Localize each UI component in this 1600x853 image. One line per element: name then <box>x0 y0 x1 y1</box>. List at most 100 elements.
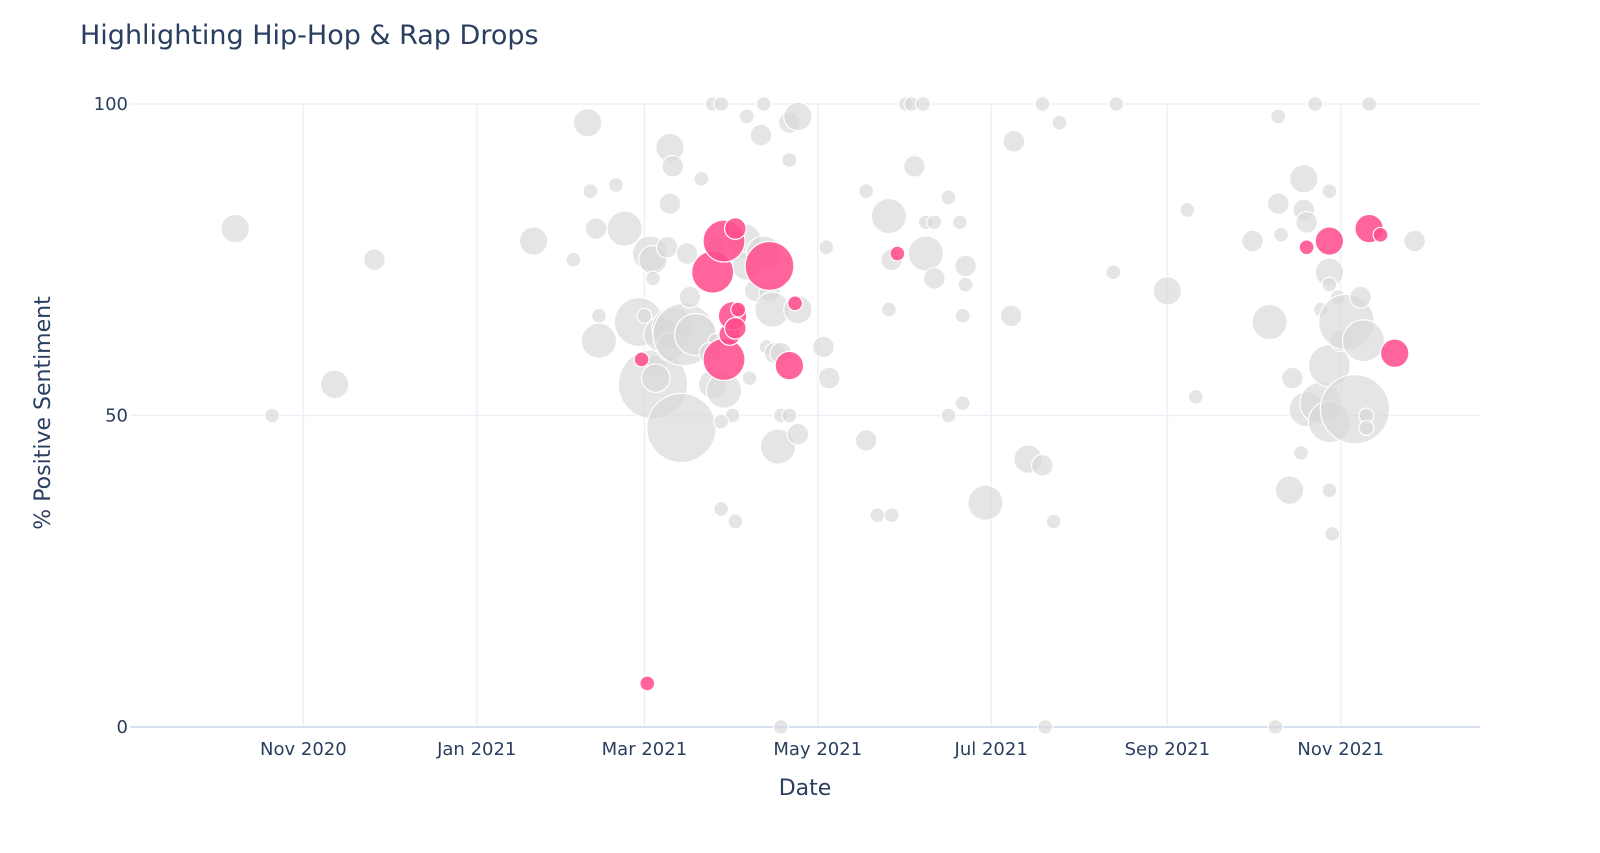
data-point[interactable] <box>951 214 968 231</box>
data-point[interactable] <box>922 267 946 290</box>
data-point[interactable] <box>999 304 1023 328</box>
data-point[interactable] <box>1321 276 1338 293</box>
data-point[interactable] <box>738 108 755 125</box>
data-point[interactable] <box>1307 95 1324 112</box>
highlight-point[interactable] <box>723 217 747 241</box>
data-point[interactable] <box>1288 163 1319 194</box>
data-point[interactable] <box>1267 718 1284 735</box>
data-point[interactable] <box>1108 95 1125 112</box>
data-point[interactable] <box>749 123 773 147</box>
data-point[interactable] <box>319 369 350 400</box>
data-point[interactable] <box>1361 95 1378 112</box>
data-point[interactable] <box>713 413 730 430</box>
highlight-point[interactable] <box>787 295 804 312</box>
data-point[interactable] <box>869 507 886 524</box>
data-point[interactable] <box>783 101 813 132</box>
highlight-point[interactable] <box>1314 226 1345 256</box>
data-point[interactable] <box>590 307 607 324</box>
highlight-point[interactable] <box>723 316 747 340</box>
data-point[interactable] <box>954 395 971 412</box>
data-point[interactable] <box>1002 129 1026 153</box>
data-point[interactable] <box>655 235 679 259</box>
data-point[interactable] <box>854 429 878 452</box>
data-point[interactable] <box>954 307 971 324</box>
highlight-point[interactable] <box>889 245 906 262</box>
data-point[interactable] <box>954 254 977 278</box>
data-point[interactable] <box>518 226 549 256</box>
data-point[interactable] <box>658 192 682 216</box>
data-point[interactable] <box>772 718 789 735</box>
data-point[interactable] <box>903 154 926 178</box>
data-point[interactable] <box>1349 285 1373 309</box>
data-point[interactable] <box>1037 718 1054 735</box>
data-point[interactable] <box>1152 276 1183 306</box>
data-point[interactable] <box>636 307 653 324</box>
data-point[interactable] <box>607 176 624 193</box>
data-point[interactable] <box>1030 453 1054 477</box>
data-point[interactable] <box>1321 482 1338 499</box>
data-point[interactable] <box>713 95 730 112</box>
data-point[interactable] <box>1251 303 1288 341</box>
data-point[interactable] <box>675 242 699 265</box>
data-point[interactable] <box>1270 108 1287 125</box>
data-point[interactable] <box>1319 374 1391 445</box>
data-point[interactable] <box>926 214 943 231</box>
data-point[interactable] <box>786 422 810 446</box>
data-point[interactable] <box>781 152 798 169</box>
highlight-point[interactable] <box>744 240 795 291</box>
data-point[interactable] <box>858 183 875 200</box>
data-point[interactable] <box>644 270 661 287</box>
data-point[interactable] <box>1187 388 1204 405</box>
data-point[interactable] <box>1179 201 1196 218</box>
data-point[interactable] <box>727 513 744 530</box>
data-point[interactable] <box>940 407 957 424</box>
data-point[interactable] <box>1045 513 1062 530</box>
data-point[interactable] <box>580 322 618 359</box>
data-point[interactable] <box>1324 525 1341 542</box>
highlight-point[interactable] <box>1372 226 1389 243</box>
data-point[interactable] <box>646 392 717 464</box>
data-point[interactable] <box>1403 229 1427 253</box>
data-point[interactable] <box>1341 319 1386 363</box>
data-point[interactable] <box>957 276 974 293</box>
data-point[interactable] <box>584 217 608 241</box>
data-point[interactable] <box>572 107 603 138</box>
data-point[interactable] <box>914 95 931 112</box>
highlight-point[interactable] <box>1379 338 1410 368</box>
data-point[interactable] <box>967 484 1004 521</box>
data-point[interactable] <box>693 170 710 187</box>
data-point[interactable] <box>883 507 900 524</box>
data-point[interactable] <box>582 183 599 200</box>
highlight-point[interactable] <box>633 351 650 368</box>
data-point[interactable] <box>606 210 643 247</box>
data-point[interactable] <box>817 366 841 390</box>
data-point[interactable] <box>713 500 730 517</box>
highlight-point[interactable] <box>774 350 805 381</box>
data-point[interactable] <box>880 301 897 318</box>
data-point[interactable] <box>907 235 944 272</box>
data-point[interactable] <box>1292 444 1309 461</box>
data-point[interactable] <box>678 285 702 309</box>
data-point[interactable] <box>755 95 772 112</box>
data-point[interactable] <box>220 213 250 244</box>
data-point[interactable] <box>1051 114 1068 131</box>
data-point[interactable] <box>1105 264 1122 281</box>
data-point[interactable] <box>1241 229 1265 253</box>
data-point[interactable] <box>1295 210 1319 234</box>
data-point[interactable] <box>264 407 281 424</box>
data-point[interactable] <box>640 363 671 393</box>
data-point[interactable] <box>1034 95 1051 112</box>
data-point[interactable] <box>812 335 835 359</box>
data-point[interactable] <box>1273 226 1290 243</box>
data-point[interactable] <box>1281 366 1304 390</box>
highlight-point[interactable] <box>639 675 656 692</box>
data-point[interactable] <box>363 248 386 272</box>
data-point[interactable] <box>1321 183 1338 200</box>
data-point[interactable] <box>1274 475 1305 506</box>
data-point[interactable] <box>870 197 908 235</box>
highlight-point[interactable] <box>1298 239 1315 256</box>
data-point[interactable] <box>759 428 797 465</box>
data-point[interactable] <box>661 154 685 178</box>
data-point[interactable] <box>781 407 798 424</box>
data-point[interactable] <box>818 239 835 256</box>
